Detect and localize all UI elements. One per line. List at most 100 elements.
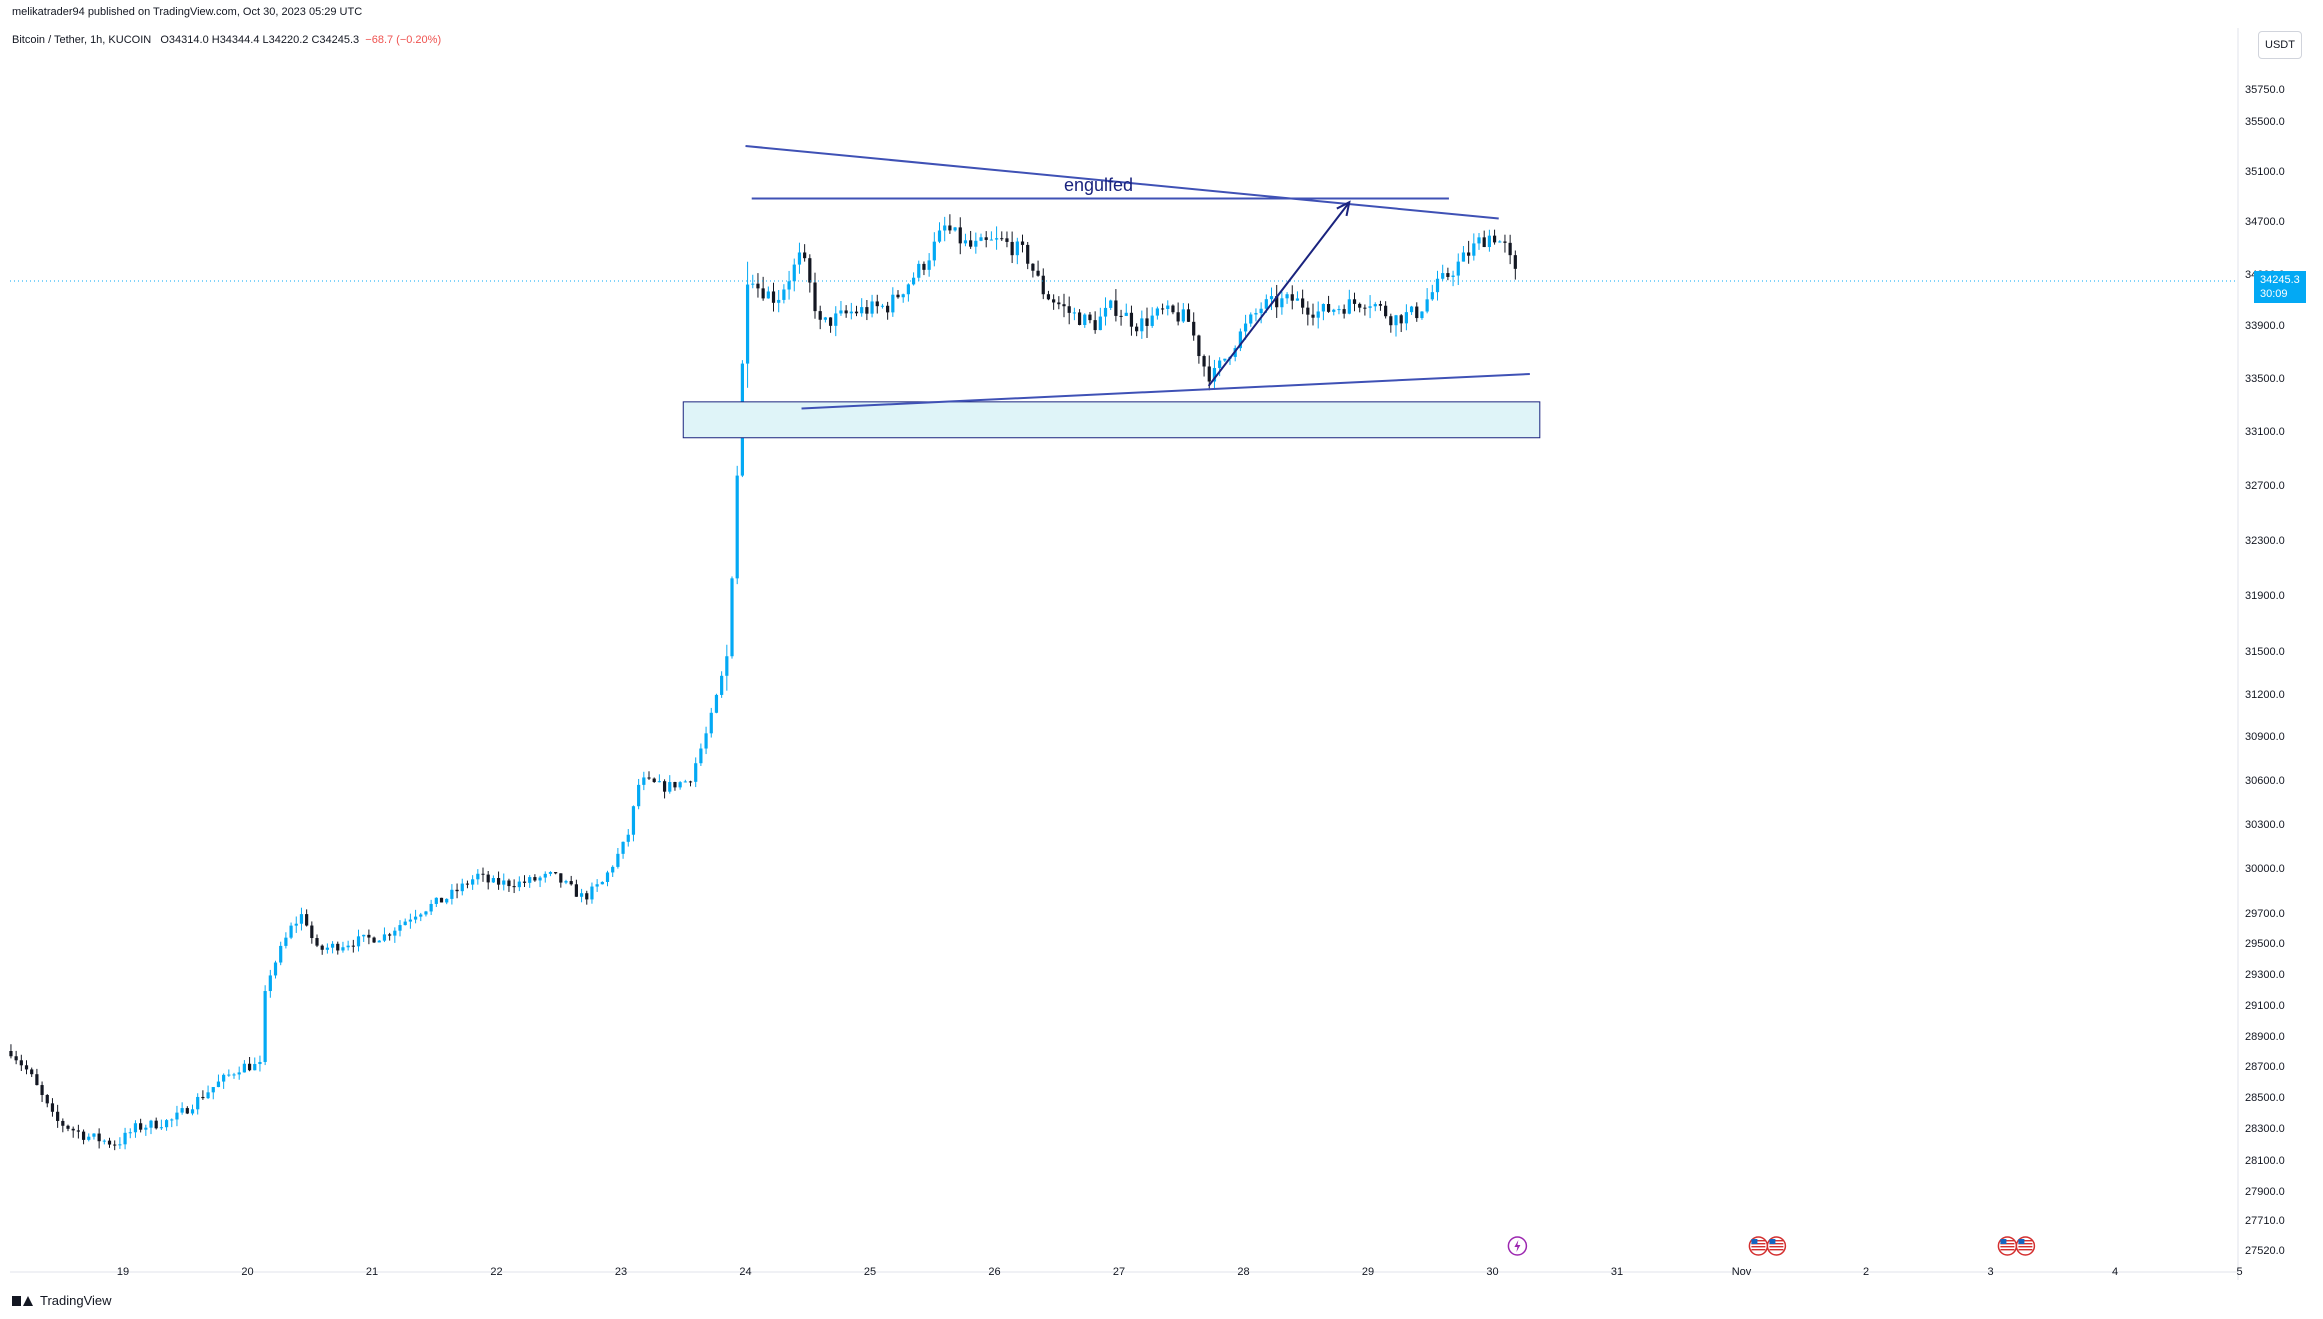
candle-body: [460, 883, 464, 892]
candle-body: [1135, 326, 1139, 332]
y-tick-label: 33900.0: [2245, 320, 2285, 332]
candle-body: [362, 934, 366, 937]
candle-body: [917, 263, 921, 278]
candle-body: [1503, 241, 1507, 243]
y-tick-label: 28700.0: [2245, 1061, 2285, 1073]
candle-body: [771, 291, 776, 303]
candle-body: [777, 299, 781, 303]
candle-body: [76, 1130, 80, 1132]
candle-body: [844, 310, 848, 314]
symbol-legend: Bitcoin / Tether, 1h, KUCOIN O34314.0 H3…: [12, 34, 441, 46]
candle-body: [1020, 241, 1025, 245]
candle-body: [299, 914, 304, 924]
candle-body: [429, 903, 433, 912]
candle-body: [502, 880, 506, 885]
candle-body: [1088, 314, 1092, 321]
flag-stripe: [2018, 1240, 2033, 1242]
candle-body: [1243, 323, 1248, 332]
candle-body: [761, 288, 765, 299]
candle-body: [621, 841, 625, 854]
candle-body: [1238, 331, 1242, 349]
candle-body: [247, 1063, 252, 1071]
candle-body: [1409, 306, 1414, 313]
y-tick-label: 31200.0: [2245, 689, 2285, 701]
candle-body: [66, 1125, 70, 1129]
candle-body: [30, 1069, 34, 1075]
flag-stripe: [2018, 1249, 2033, 1251]
candle-body: [647, 777, 651, 779]
tradingview-footer[interactable]: TradingView: [12, 1293, 112, 1308]
candle-body: [994, 238, 999, 240]
y-tick-label: 29500.0: [2245, 938, 2285, 950]
candle-body: [1223, 358, 1227, 361]
candle-body: [1077, 312, 1082, 325]
y-tick-label: 29300.0: [2245, 969, 2285, 981]
flag-stripe: [2000, 1243, 2015, 1245]
candle-body: [1316, 311, 1320, 318]
candle-body: [1482, 237, 1486, 248]
candle-body: [704, 733, 708, 749]
candle-body: [626, 834, 630, 842]
candle-body: [1513, 255, 1517, 269]
lightning-glyph: [1514, 1240, 1521, 1252]
candle-body: [1451, 275, 1455, 277]
flag-canton: [1751, 1239, 1758, 1244]
y-tick-label: 27900.0: [2245, 1186, 2285, 1198]
flag-canton: [2000, 1239, 2007, 1244]
bar-countdown: 30:09: [2260, 288, 2288, 300]
candle-body: [1052, 299, 1056, 303]
candle-body: [1041, 275, 1045, 295]
candle-body: [963, 240, 968, 244]
candle-body: [1155, 308, 1159, 316]
candle-body: [730, 578, 734, 657]
candle-body: [258, 1061, 262, 1065]
candle-body: [1435, 278, 1440, 293]
candle-body: [310, 925, 314, 939]
candle-body: [906, 284, 910, 295]
candle-body: [1005, 238, 1009, 242]
candle-body: [1363, 307, 1367, 309]
candle-body: [403, 921, 407, 926]
currency-button[interactable]: USDT: [2258, 31, 2302, 59]
candle-body: [113, 1144, 117, 1146]
candle-body: [590, 886, 594, 900]
candle-body: [294, 923, 298, 926]
flag-stripe: [1769, 1246, 1784, 1248]
x-tick-label: 27: [1113, 1266, 1125, 1278]
candle-body: [901, 294, 905, 298]
candle-body: [709, 712, 713, 734]
y-tick-label: 30000.0: [2245, 863, 2285, 875]
candle-body: [1124, 312, 1128, 316]
candle-body: [419, 914, 423, 917]
candle-body: [1311, 314, 1315, 318]
candle-body: [455, 889, 459, 892]
candle-body: [1498, 241, 1502, 243]
candle-body: [439, 897, 444, 903]
candle-body: [1441, 273, 1445, 279]
candle-body: [657, 781, 661, 783]
candle-body: [123, 1132, 127, 1145]
candle-body: [1093, 320, 1097, 331]
flag-stripe: [2000, 1249, 2015, 1251]
y-tick-label: 28300.0: [2245, 1123, 2285, 1135]
candle-body: [1332, 309, 1336, 312]
candle-body: [196, 1096, 200, 1110]
candle-body: [170, 1119, 174, 1121]
candle-body: [1347, 299, 1351, 314]
flag-stripe: [1751, 1243, 1766, 1245]
candle-body: [408, 919, 412, 922]
candle-body: [1295, 298, 1300, 301]
candle-body: [1259, 308, 1263, 314]
candle-body: [699, 748, 703, 764]
candle-body: [382, 934, 387, 941]
candle-body: [50, 1103, 55, 1112]
candle-body: [1492, 235, 1497, 243]
candle-body: [279, 945, 283, 963]
candle-body: [569, 881, 573, 885]
candle-body: [1036, 270, 1040, 276]
candle-body: [1176, 312, 1180, 322]
candle-body: [896, 294, 900, 298]
candle-body: [325, 947, 329, 950]
candle-body: [346, 945, 350, 948]
